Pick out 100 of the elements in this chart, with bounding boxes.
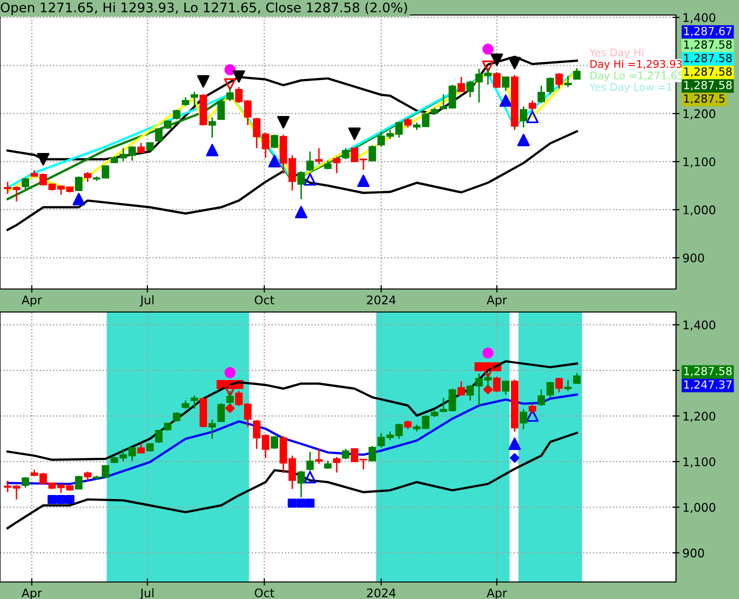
candlestick (155, 428, 163, 444)
candlestick (217, 100, 225, 120)
candlestick (270, 134, 278, 149)
point (288, 498, 297, 508)
candlestick (22, 177, 30, 190)
text: 1,287.58 (684, 40, 732, 50)
x-tick-label: Apr (486, 296, 508, 307)
y-tick-label: 1,200 (684, 412, 716, 422)
candlestick (520, 408, 528, 430)
point (294, 206, 308, 218)
line-series (6, 130, 578, 231)
y-tick-label: 900 (682, 548, 704, 558)
point (36, 152, 50, 166)
candlestick (75, 176, 83, 192)
text: 1,287.58 (684, 67, 732, 77)
candlestick (84, 470, 92, 482)
candlestick (368, 144, 376, 162)
y-tick-label: 1,100 (684, 457, 716, 468)
point (348, 128, 361, 140)
annotation: Yes Day Low =1 (589, 83, 672, 93)
x-tick-label: Oct (254, 295, 274, 304)
candlestick (137, 142, 145, 154)
candlestick (333, 156, 340, 174)
point (510, 453, 520, 463)
y-tick-label: 1,400 (684, 320, 716, 331)
text: 1,287.58 (684, 366, 732, 376)
point (72, 192, 85, 206)
candlestick (502, 380, 510, 396)
text: 1,247.37 (684, 380, 732, 390)
candlestick (190, 394, 198, 410)
candlestick (306, 451, 314, 472)
candlestick (528, 100, 536, 112)
x-tick-label: Jul (140, 295, 154, 307)
candlestick (315, 448, 323, 465)
candlestick (458, 380, 465, 396)
point (65, 494, 74, 504)
point (474, 362, 484, 372)
point (306, 498, 315, 508)
point (508, 438, 521, 450)
y-tick-label: 1,000 (684, 502, 716, 514)
point (277, 116, 290, 128)
candlestick (75, 475, 83, 490)
x-tick-label: Apr (22, 296, 42, 307)
line-series (6, 432, 578, 530)
candlestick (502, 76, 510, 92)
candlestick (172, 109, 180, 120)
candlestick (546, 381, 554, 398)
point (500, 94, 512, 107)
candlestick (333, 456, 340, 474)
candlestick (555, 72, 563, 90)
y-tick-label: 1,000 (684, 205, 716, 216)
point (296, 498, 306, 508)
candlestick (217, 402, 225, 422)
point (482, 348, 494, 359)
point (482, 44, 494, 55)
point (48, 494, 57, 504)
point (357, 174, 370, 188)
candlestick (546, 76, 554, 96)
point (224, 78, 236, 90)
candlestick (208, 418, 216, 440)
chart-title: Open 1271.65, Hi 1293.93, Lo 1271.65, Close 1287.58 (2.0%) (0, 2, 408, 15)
annotation: Day Hi =1,293.93 (590, 60, 682, 70)
candlestick (297, 470, 305, 498)
candlestick (538, 388, 546, 407)
candlestick (564, 74, 572, 88)
candlestick (555, 376, 563, 393)
point (526, 110, 539, 124)
candlestick (538, 84, 546, 104)
candlestick (564, 379, 572, 392)
point (206, 144, 218, 156)
candlestick (270, 435, 278, 450)
text: 1,287.67 (684, 26, 732, 36)
y-tick-label: 900 (682, 253, 704, 262)
candlestick (368, 445, 376, 462)
candlestick (315, 147, 323, 165)
candlestick (208, 116, 216, 138)
line-series (6, 393, 578, 486)
point (508, 56, 521, 70)
candlestick (458, 76, 465, 93)
text: 1,287.58 (684, 80, 732, 90)
point (56, 494, 66, 504)
candlestick (306, 150, 314, 172)
candlestick (226, 86, 234, 102)
y-tick-label: 1,100 (684, 157, 716, 168)
point (490, 53, 504, 66)
point (517, 134, 530, 146)
x-tick-label: 2024 (367, 295, 396, 304)
text: 1,287.5 (684, 94, 724, 104)
x-tick-label: 2024 (367, 588, 396, 598)
point (304, 173, 316, 186)
point (224, 64, 236, 76)
candlestick (404, 118, 412, 128)
point (224, 367, 236, 378)
annotation: Yes Day Hi (589, 48, 644, 58)
point (225, 403, 235, 413)
candlestick (342, 448, 350, 460)
point (232, 70, 246, 83)
x-tick-label: Oct (254, 588, 274, 598)
point (268, 154, 281, 168)
point (197, 75, 210, 88)
